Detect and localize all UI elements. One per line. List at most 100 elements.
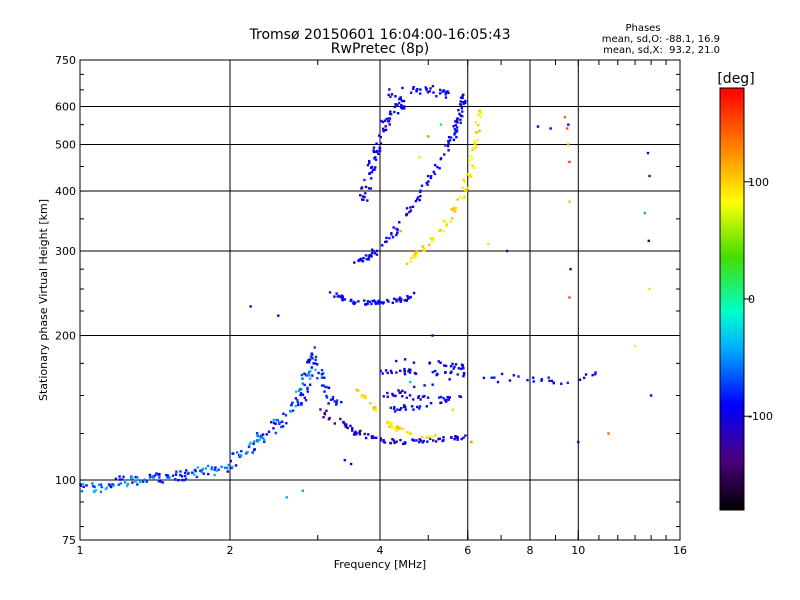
echo-point (422, 247, 426, 251)
echo-point (384, 128, 388, 132)
echo-point (532, 380, 535, 383)
echo-point (466, 173, 469, 176)
echo-point (390, 93, 394, 96)
echo-point (100, 485, 103, 489)
echo-point (422, 439, 425, 443)
echo-point (367, 254, 370, 258)
echo-point (427, 135, 430, 138)
echo-point (577, 440, 580, 444)
echo-point (450, 370, 453, 373)
echo-point (378, 149, 382, 153)
echo-point (431, 334, 434, 337)
echo-point (220, 465, 223, 469)
echo-point (353, 302, 356, 306)
echo-point (360, 187, 363, 190)
echo-point (458, 112, 461, 116)
echo-point (552, 381, 555, 384)
echo-point (401, 442, 405, 446)
echo-point (352, 433, 356, 436)
echo-point (410, 405, 414, 408)
echo-point (508, 379, 512, 382)
echo-point (306, 390, 309, 393)
echo-point (354, 430, 357, 434)
echo-point (446, 395, 449, 399)
echo-point (391, 425, 394, 429)
echo-point (105, 486, 109, 489)
echo-point (392, 439, 395, 442)
echo-point (453, 438, 456, 441)
x-tick-label: 2 (227, 544, 234, 557)
echo-point (456, 198, 459, 201)
echo-point (392, 226, 395, 229)
echo-point (121, 478, 124, 481)
echo-point (470, 440, 473, 444)
echo-point (418, 156, 421, 159)
echo-point (435, 94, 438, 98)
echo-point (548, 379, 551, 383)
echo-point (391, 394, 395, 397)
echo-point (359, 257, 362, 261)
echo-point (207, 472, 210, 476)
echo-point (291, 409, 295, 412)
echo-point (457, 367, 460, 370)
echo-point (449, 136, 453, 139)
echo-point (386, 420, 389, 424)
echo-point (240, 450, 243, 453)
echo-point (401, 395, 404, 398)
echo-point (453, 133, 456, 136)
x-tick-label: 1 (77, 544, 84, 557)
echo-point (419, 195, 422, 198)
echo-point (236, 451, 239, 454)
echo-point (387, 93, 390, 97)
echo-point (415, 439, 418, 442)
echo-point (183, 471, 187, 475)
echo-point (368, 172, 371, 175)
echo-point (643, 211, 647, 215)
echo-point (426, 91, 430, 94)
echo-point (536, 125, 540, 128)
echo-point (374, 166, 377, 169)
echo-point (379, 439, 382, 442)
echo-point (429, 87, 432, 90)
echo-point (444, 370, 447, 374)
echo-point (342, 421, 346, 424)
echo-point (458, 103, 462, 106)
echo-point (270, 421, 273, 424)
echo-point (474, 146, 478, 149)
echo-point (104, 487, 108, 491)
echo-point (366, 302, 369, 306)
echo-point (99, 490, 103, 494)
echo-point (418, 438, 421, 441)
echo-point (366, 299, 370, 303)
echo-point (395, 298, 398, 301)
colorbar (719, 87, 745, 511)
echo-point (493, 376, 496, 379)
echo-point (323, 390, 326, 393)
echo-point (482, 376, 486, 380)
echo-point (374, 405, 377, 409)
echo-point (401, 427, 405, 431)
echo-point (432, 439, 435, 442)
echo-point (381, 244, 384, 247)
echo-point (395, 425, 399, 428)
echo-point (405, 431, 409, 434)
echo-point (350, 429, 354, 432)
chart-title: Tromsø 20150601 16:04:00-16:05:43 (249, 27, 511, 43)
echo-point (314, 358, 317, 362)
echo-point (415, 198, 419, 201)
y-tick-label: 200 (55, 330, 76, 343)
echo-point (396, 228, 399, 231)
echo-point (437, 360, 440, 363)
echo-point (355, 431, 358, 435)
echo-point (459, 395, 463, 399)
y-tick-label: 750 (55, 54, 76, 67)
echo-point (335, 401, 338, 405)
echo-point (353, 261, 356, 264)
echo-point (393, 405, 396, 409)
echo-point (437, 437, 440, 441)
echo-point (565, 127, 569, 130)
echo-point (459, 114, 462, 117)
echo-point (434, 440, 438, 443)
echo-point (433, 163, 437, 167)
echo-point (419, 439, 422, 442)
